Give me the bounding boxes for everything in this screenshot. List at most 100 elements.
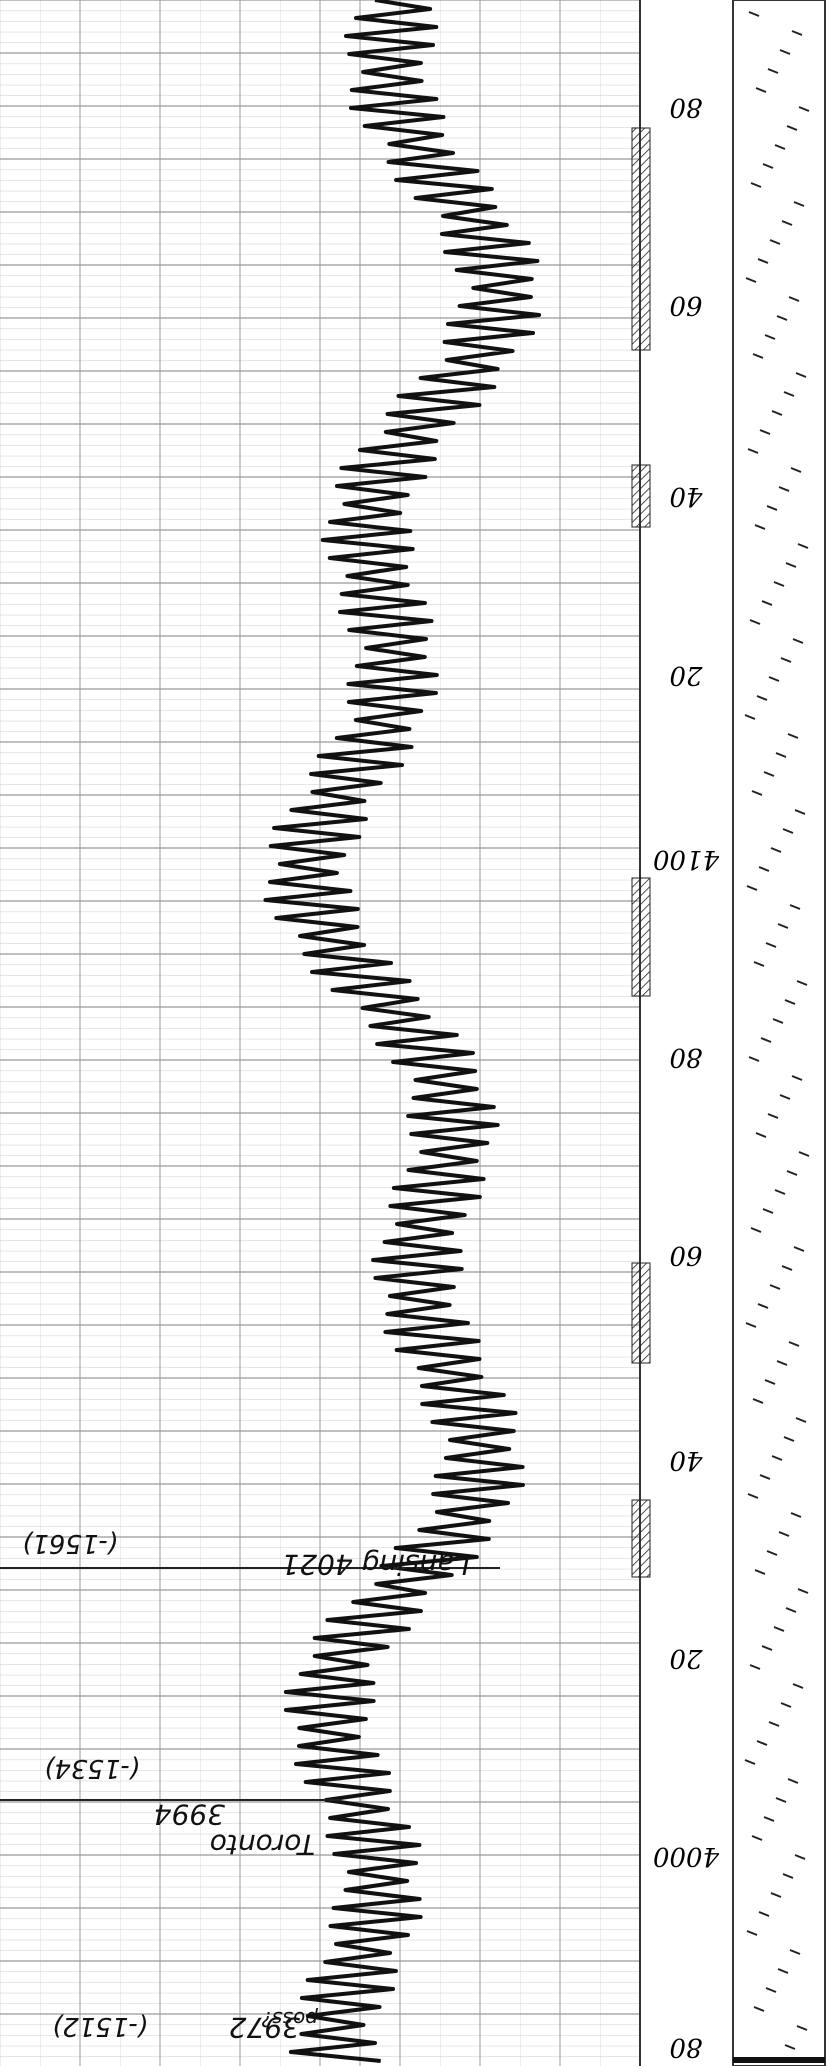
depth-label: 60: [669, 290, 702, 320]
depth-label: 40: [669, 481, 703, 511]
lithology-dash: [744, 714, 756, 720]
depth-label: 4000: [653, 1841, 720, 1871]
lithology-dash: [767, 1113, 779, 1119]
lithology-dash: [745, 1322, 757, 1328]
lithology-dash: [762, 1208, 774, 1214]
lithology-dash: [751, 790, 763, 796]
lithology-dash: [778, 1531, 790, 1537]
depth-label: 4100: [653, 844, 720, 874]
lithology-dash: [787, 1778, 799, 1784]
lithology-dash: [778, 486, 790, 492]
lithology-dash: [744, 1759, 756, 1765]
lithology-dash: [753, 2006, 765, 2012]
lithology-dash: [753, 961, 765, 967]
log-curve: [263, 0, 542, 2063]
lithology-dash: [776, 315, 788, 321]
lithology-dash: [781, 1265, 793, 1271]
lithology-dash: [773, 581, 785, 587]
lithology-dash: [790, 1512, 802, 1518]
lithology-dash: [774, 144, 786, 150]
lithology-dash: [747, 1493, 759, 1499]
lithology-dash: [797, 1588, 809, 1594]
lithology-dash: [780, 657, 792, 663]
lithology-dash: [789, 904, 801, 910]
coarse-grid: [0, 0, 640, 2066]
lithology-dash: [752, 1398, 764, 1404]
lithology-dash: [787, 733, 799, 739]
lithology-dash: [765, 942, 777, 948]
lithology-dash: [758, 866, 770, 872]
lithology-dash: [774, 1189, 786, 1195]
porosity-zone: [631, 464, 651, 528]
subsea-depth: (-1534): [44, 1753, 140, 1783]
porosity-intervals: [631, 127, 651, 1578]
lithology-dash: [786, 125, 798, 131]
lithology-dash: [794, 809, 806, 815]
lithology-dash: [749, 1664, 761, 1670]
lithology-dash: [751, 1835, 763, 1841]
lithology-dash: [777, 1968, 789, 1974]
depth-label: 80: [669, 2032, 702, 2062]
lithology-dash: [748, 1056, 760, 1062]
lithology-dash: [771, 1455, 783, 1461]
lithology-dash: [782, 828, 794, 834]
lithology-dash: [791, 1075, 803, 1081]
lithology-dash: [762, 163, 774, 169]
lithology-dash: [779, 1094, 791, 1100]
lithology-dash: [793, 201, 805, 207]
subsea-depth: (-1561): [22, 1528, 118, 1558]
lithology-dash: [772, 1018, 784, 1024]
lithology-dash: [761, 1645, 773, 1651]
lithology-dash: [797, 543, 809, 549]
lithology-dash: [775, 1797, 787, 1803]
lithology-dash: [773, 1626, 785, 1632]
lithology-dash: [782, 1873, 794, 1879]
lithology-dash: [763, 771, 775, 777]
lithology-dash: [764, 334, 776, 340]
lithology-dash: [795, 1417, 807, 1423]
lithology-dash: [788, 1341, 800, 1347]
lithology-dash: [755, 87, 767, 93]
lithology-dash: [798, 106, 810, 112]
porosity-zone: [631, 1262, 651, 1364]
lithology-dash: [785, 1607, 797, 1613]
lithology-dash: [793, 1246, 805, 1252]
lithology-dash: [766, 1550, 778, 1556]
lithology-dash: [765, 1987, 777, 1993]
lithology-dash: [795, 372, 807, 378]
lithology-dash: [768, 676, 780, 682]
lithology-dash: [791, 30, 803, 36]
lithology-dash: [763, 1816, 775, 1822]
lithology-dash: [749, 619, 761, 625]
lithology-marks: [733, 11, 825, 2063]
lithology-dash: [794, 1854, 806, 1860]
subsea-depth: (-1512): [52, 2011, 148, 2041]
lithology-dash: [784, 999, 796, 1005]
lithology-dash: [786, 1170, 798, 1176]
lithology-dash: [768, 1721, 780, 1727]
lithology-dash: [756, 1740, 768, 1746]
lithology-dash: [770, 847, 782, 853]
lithology-dash: [757, 1303, 769, 1309]
lithology-dash: [792, 1683, 804, 1689]
lithology-dash: [758, 1911, 770, 1917]
lithology-dash: [759, 1474, 771, 1480]
lithology-dash: [776, 1360, 788, 1366]
lithology-dash: [783, 391, 795, 397]
formation-name: Toronto: [210, 1828, 315, 1861]
lithology-dash: [745, 277, 757, 283]
lithology-dash: [748, 11, 760, 17]
lithology-dash: [785, 562, 797, 568]
depth-label: 20: [669, 1643, 703, 1673]
depth-label: 60: [669, 1240, 702, 1270]
lithology-dash: [796, 980, 808, 986]
lithology-dash: [771, 410, 783, 416]
lithology-dash: [790, 467, 802, 473]
depth-label: 80: [669, 1042, 702, 1072]
lithology-dash: [784, 2044, 796, 2050]
depth-value: 3972: [229, 2011, 300, 2044]
lithology-dash: [779, 49, 791, 55]
lithology-dash: [766, 505, 778, 511]
